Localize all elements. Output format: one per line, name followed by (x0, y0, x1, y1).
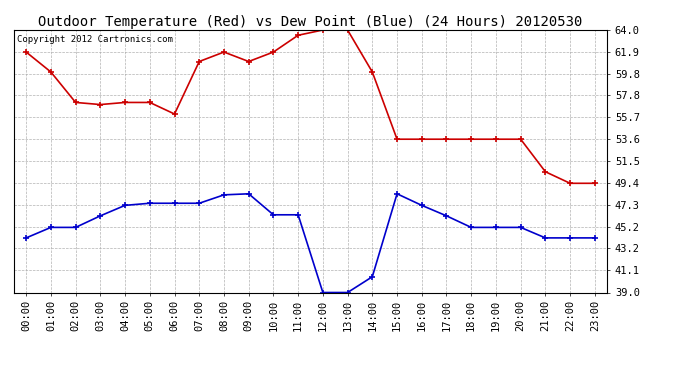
Text: Copyright 2012 Cartronics.com: Copyright 2012 Cartronics.com (17, 35, 172, 44)
Title: Outdoor Temperature (Red) vs Dew Point (Blue) (24 Hours) 20120530: Outdoor Temperature (Red) vs Dew Point (… (39, 15, 582, 29)
